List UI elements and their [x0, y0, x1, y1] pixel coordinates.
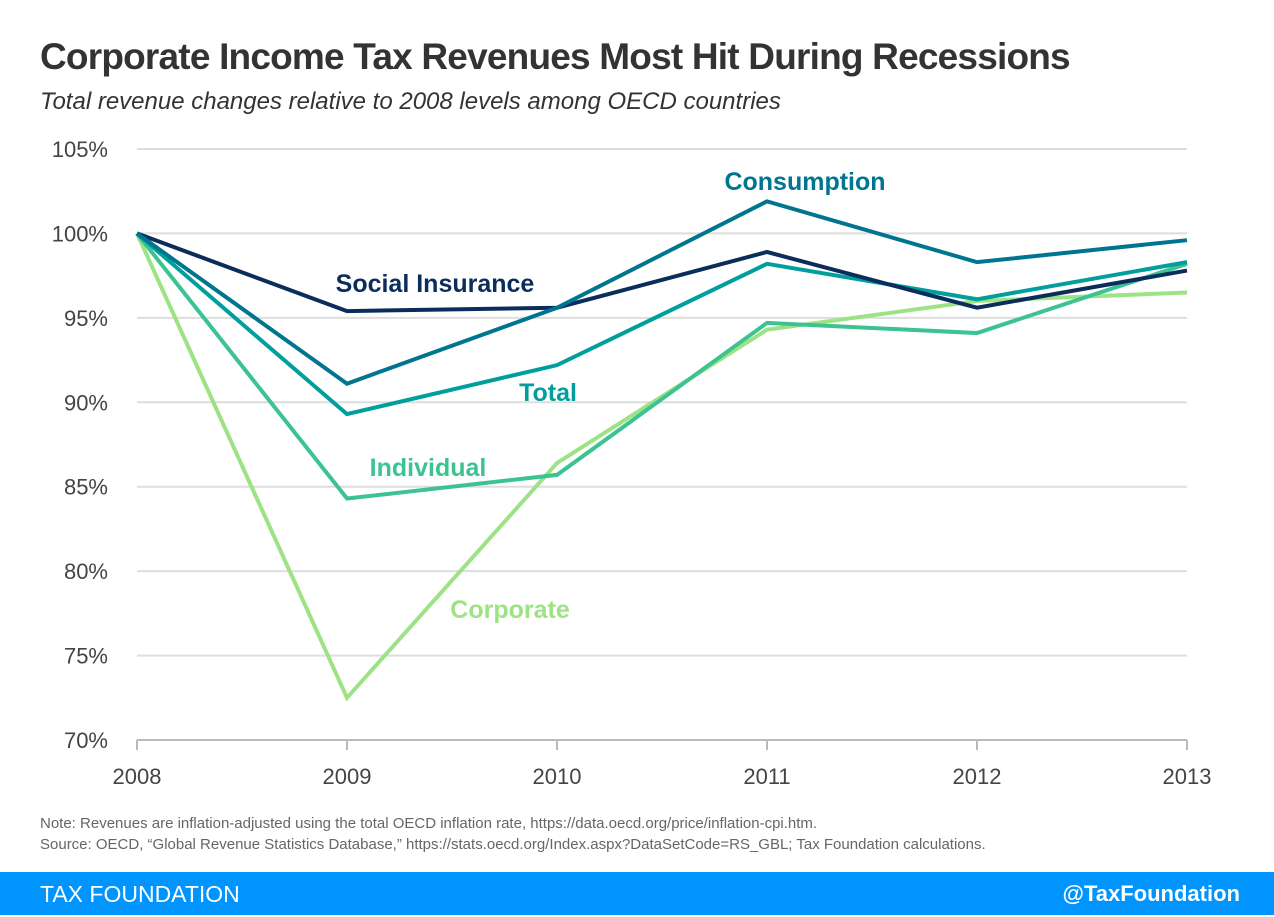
- y-tick-label: 100%: [52, 221, 108, 246]
- line-chart: 105% 100% 95% 90% 85% 80% 75% 70%2008 2009 2010 20…: [52, 137, 1212, 789]
- x-tick-label: 2012: [953, 764, 1002, 789]
- series-label-individual: Individual: [370, 454, 487, 482]
- series-label-corporate: Corporate: [450, 596, 570, 624]
- x-tick-label: 2010: [533, 764, 582, 789]
- y-tick-label: 85%: [64, 475, 108, 500]
- y-tick-label: 70%: [64, 728, 108, 753]
- y-tick-label: 90%: [64, 390, 108, 415]
- series-line-social-insurance: [136, 231, 1188, 314]
- chart-title: Corporate Income Tax Revenues Most Hit D…: [40, 36, 1071, 77]
- brand-name: TAX FOUNDATION: [40, 881, 240, 907]
- series-label-consumption: Consumption: [724, 168, 885, 196]
- series-line-total: [135, 231, 1188, 417]
- chart-notes: Note: Revenues are inflation-adjusted us…: [40, 813, 986, 855]
- source-text: Source: OECD, “Global Revenue Statistics…: [40, 836, 986, 853]
- x-tick-label: 2013: [1163, 764, 1212, 789]
- twitter-handle[interactable]: @TaxFoundation: [1062, 881, 1240, 906]
- y-tick-label: 80%: [64, 559, 108, 584]
- x-tick-label: 2009: [323, 764, 372, 789]
- series-line-consumption: [135, 199, 1188, 386]
- series-line-individual: [135, 232, 1188, 501]
- x-tick-label: 2008: [113, 764, 162, 789]
- series-label-social-insurance: Social Insurance: [336, 270, 535, 298]
- y-tick-label: 75%: [64, 644, 108, 669]
- series-line-corporate: [135, 232, 1188, 702]
- series-label-total: Total: [519, 379, 577, 407]
- y-tick-label: 105%: [52, 137, 108, 162]
- x-tick-label: 2011: [743, 764, 790, 789]
- chart-subtitle: Total revenue changes relative to 2008 l…: [40, 88, 781, 115]
- note-text: Note: Revenues are inflation-adjusted us…: [40, 815, 818, 832]
- y-tick-label: 95%: [64, 306, 108, 331]
- footer-bar: TAX FOUNDATION @TaxFoundation: [0, 872, 1274, 915]
